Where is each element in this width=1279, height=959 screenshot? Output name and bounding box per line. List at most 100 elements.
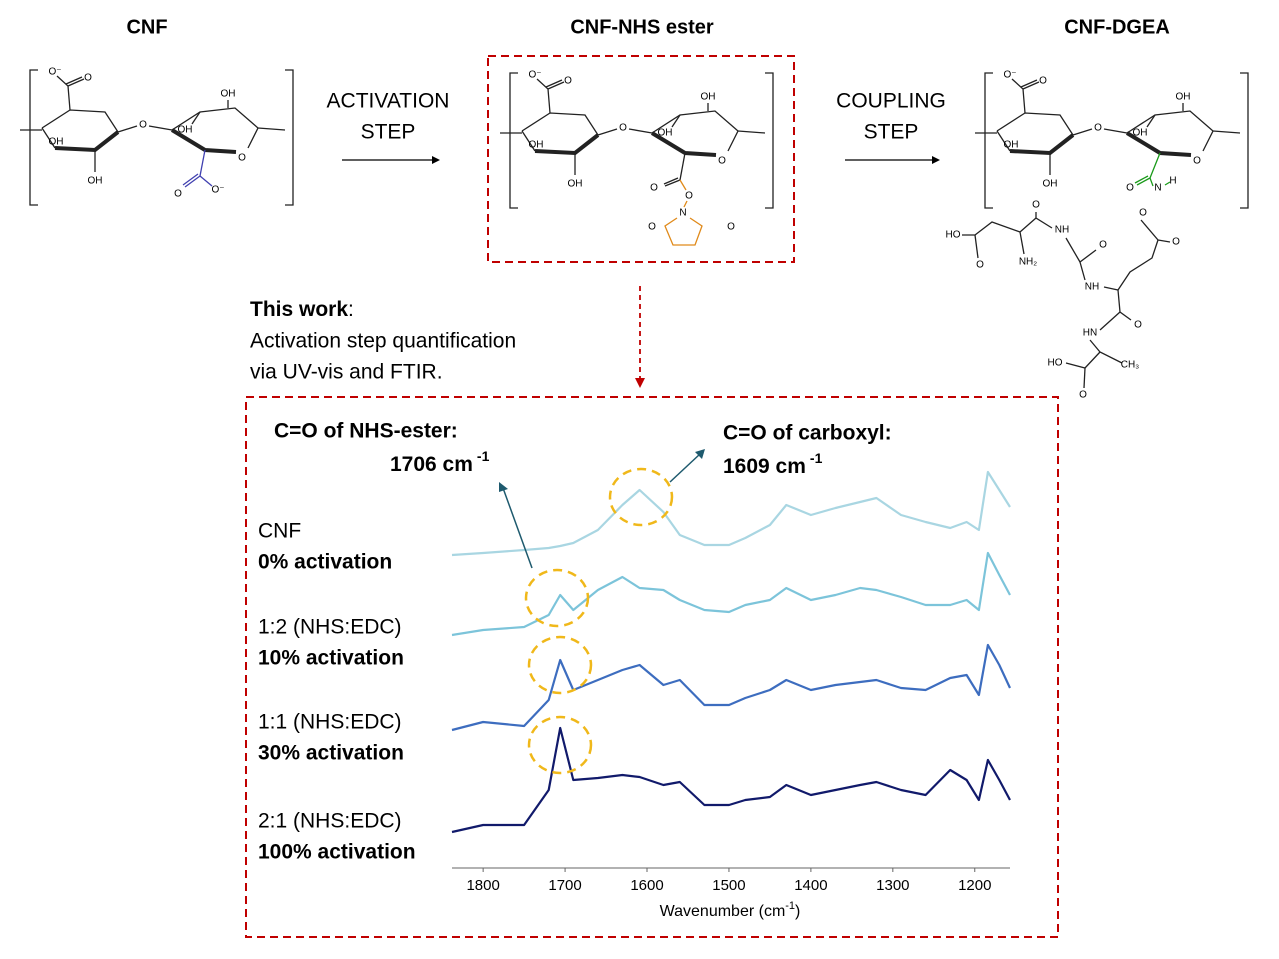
bond bbox=[984, 72, 993, 209]
bond bbox=[1065, 237, 1081, 263]
step-label: ACTIVATION bbox=[327, 90, 450, 113]
bond bbox=[1117, 219, 1159, 291]
atom-label: O bbox=[718, 156, 726, 167]
bond bbox=[1065, 351, 1101, 369]
bond bbox=[679, 152, 686, 181]
atom-label: OH bbox=[1004, 140, 1019, 151]
x-label-text: Wavenumber (cm bbox=[660, 903, 786, 920]
atom-label: NH bbox=[1085, 282, 1099, 293]
bond bbox=[1146, 114, 1156, 128]
bond bbox=[1149, 177, 1154, 187]
bond bbox=[545, 79, 563, 88]
atom-label: NH bbox=[1055, 225, 1069, 236]
atom-label: OH bbox=[221, 89, 236, 100]
atom-label: OH bbox=[1176, 92, 1191, 103]
bond bbox=[651, 110, 739, 152]
bond bbox=[536, 78, 551, 114]
structure-title: CNF-NHS ester bbox=[570, 16, 714, 38]
atom-label: O bbox=[1126, 183, 1134, 194]
bond bbox=[1020, 79, 1038, 88]
atom-label: OH bbox=[701, 92, 716, 103]
bond bbox=[671, 114, 681, 128]
atom-label: OH bbox=[658, 128, 673, 139]
bond bbox=[1011, 78, 1026, 114]
annotation-arrow bbox=[669, 453, 701, 483]
atom-label: O bbox=[238, 153, 246, 164]
x-tick-label: 1400 bbox=[794, 877, 827, 894]
annotation-arrow-head bbox=[499, 482, 508, 492]
atom-label: OH bbox=[568, 179, 583, 190]
annotation-title: C=O of carboxyl: bbox=[723, 422, 892, 445]
activation-label: 10% activation bbox=[258, 647, 404, 670]
atom-label: OH bbox=[88, 176, 103, 187]
bond bbox=[509, 72, 518, 209]
highlight-circle bbox=[527, 635, 593, 695]
legend-entry: CNF bbox=[258, 520, 301, 543]
bond bbox=[117, 125, 138, 133]
bond bbox=[679, 179, 687, 191]
annotation-title: C=O of NHS-ester: bbox=[274, 420, 458, 443]
bond bbox=[521, 130, 536, 152]
spectrum bbox=[451, 726, 1011, 834]
this-work-line: Activation step quantification bbox=[250, 330, 516, 353]
atom-label: O bbox=[1032, 200, 1040, 211]
bond bbox=[1164, 181, 1171, 186]
atom-label: O bbox=[1039, 76, 1047, 87]
atom-label: O bbox=[564, 76, 572, 87]
annotation-number: 1609 cm bbox=[723, 455, 806, 478]
atom-label: O bbox=[1172, 237, 1180, 248]
annotation-arrow bbox=[502, 487, 533, 569]
atom-label: O⁻ bbox=[528, 70, 541, 81]
highlight-box bbox=[487, 55, 795, 263]
atom-label: CH₃ bbox=[1121, 360, 1140, 371]
x-tick-label: 1200 bbox=[958, 877, 991, 894]
bond bbox=[1079, 249, 1097, 281]
x-label-end: ) bbox=[795, 903, 800, 920]
bond bbox=[1117, 289, 1132, 321]
bond bbox=[1212, 130, 1241, 134]
annotation-sup: -1 bbox=[810, 450, 823, 466]
bond bbox=[683, 200, 688, 208]
bond bbox=[29, 69, 38, 206]
bond bbox=[962, 221, 1021, 236]
bond bbox=[199, 149, 206, 177]
atom-label: HO bbox=[1048, 358, 1063, 369]
atom-label: N bbox=[679, 208, 686, 219]
atom-label: OH bbox=[49, 137, 64, 148]
this-work-heading: This work: bbox=[250, 298, 354, 321]
highlight-circle bbox=[527, 715, 593, 775]
bond bbox=[521, 112, 599, 136]
atom-label: O⁻ bbox=[211, 185, 224, 196]
repeat-unit bbox=[975, 72, 1249, 209]
bond bbox=[285, 69, 294, 206]
bond bbox=[171, 107, 259, 149]
activation-arrow-head bbox=[432, 156, 440, 164]
atom-label: O bbox=[650, 183, 658, 194]
bond bbox=[1134, 175, 1149, 184]
atom-label: O bbox=[174, 189, 182, 200]
annotation-value: 1706 cm -1 bbox=[390, 448, 490, 476]
legend-entry: 1:2 (NHS:EDC) bbox=[258, 616, 402, 639]
bond bbox=[67, 78, 85, 87]
bond bbox=[191, 111, 201, 125]
bond bbox=[1126, 110, 1214, 152]
bold-bond bbox=[54, 130, 120, 153]
dashed-arrow-head bbox=[635, 378, 645, 388]
bond bbox=[65, 76, 83, 85]
heading-colon: : bbox=[348, 298, 354, 321]
bond bbox=[1072, 128, 1093, 136]
spectrum bbox=[451, 643, 1011, 732]
bond bbox=[182, 173, 199, 186]
x-tick-label: 1800 bbox=[466, 877, 499, 894]
activation-label: 0% activation bbox=[258, 551, 392, 574]
atom-label: HO bbox=[946, 230, 961, 241]
atom-label: O bbox=[976, 260, 984, 271]
atom-label: O bbox=[727, 222, 735, 233]
bond bbox=[41, 127, 56, 149]
atom-label: O bbox=[1139, 208, 1147, 219]
annotation-sup: -1 bbox=[477, 448, 490, 464]
x-tick-label: 1300 bbox=[876, 877, 909, 894]
repeat-unit bbox=[20, 69, 294, 206]
